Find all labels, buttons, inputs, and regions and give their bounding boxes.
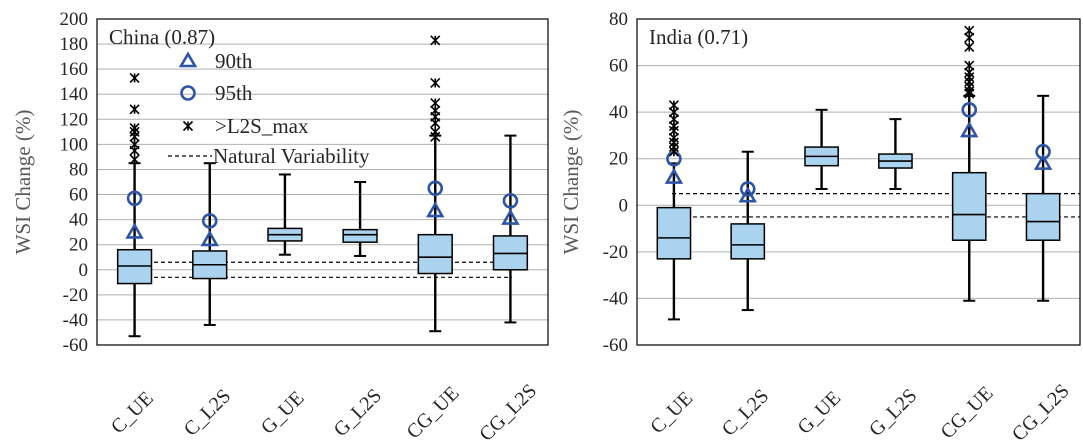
x-category-label: G_UE [257, 387, 309, 439]
y-tick-label: 160 [60, 59, 89, 80]
y-tick-label: 80 [609, 9, 628, 30]
outlier-marker [430, 118, 441, 129]
legend-label-90th: 90th [215, 49, 253, 73]
iqr-box [951, 171, 987, 241]
chart-panel-china: -60 -40 -20 0 20 40 60 80 100 120 140 160 180 200 WSI … [11, 9, 549, 446]
box-cg-l2s [1025, 94, 1061, 302]
x-category-label: G_UE [793, 387, 845, 439]
p90-marker [200, 230, 219, 247]
x-category-label: CG_L2S [475, 380, 541, 441]
y-tick-label: 40 [609, 102, 628, 123]
y-tick-label: -40 [603, 288, 628, 309]
y-tick-label: 60 [609, 56, 628, 77]
box-c-l2s [730, 150, 766, 312]
x-category-label: C_L2S [718, 385, 774, 441]
iqr-box [656, 206, 692, 260]
x-category-label: CG_UE [402, 382, 463, 441]
x-category-label: G_L2S [330, 385, 386, 441]
x-category-label: C_UE [107, 387, 158, 438]
box-g-l2s [878, 118, 913, 190]
outlier-marker [430, 35, 441, 46]
y-tick-label: 200 [60, 9, 89, 30]
outlier-marker [129, 104, 140, 115]
outlier-marker [430, 131, 441, 142]
p95-marker [427, 180, 444, 197]
box-cg-ue [951, 25, 987, 302]
p95-marker [1035, 143, 1051, 160]
y-tick-label: 40 [69, 210, 88, 231]
p95-marker [961, 102, 978, 118]
y-tick-label: -60 [603, 335, 628, 356]
legend-p95-marker [180, 85, 196, 101]
y-tick-label: -40 [63, 310, 88, 331]
p90-marker [501, 208, 520, 225]
chart-panel-india: -60 -40 -20 0 20 40 60 80 WSI Change (%) C_UE C_L2… [559, 9, 1081, 446]
y-tick-label: -60 [63, 335, 88, 356]
outlier-marker [129, 145, 140, 156]
legend-label-l2s-max: >L2S_max [215, 114, 309, 138]
outlier-marker [668, 146, 679, 157]
iqr-box [417, 233, 453, 275]
iqr-box [1025, 192, 1061, 241]
y-axis-label: WSI Change (%) [559, 110, 583, 255]
p95-marker [201, 213, 218, 229]
y-axis-label: WSI Change (%) [11, 110, 35, 255]
y-tick-label: 0 [619, 195, 629, 216]
p90-marker [960, 121, 979, 138]
y-tick-label: 0 [79, 260, 89, 281]
box-c-ue [656, 100, 692, 321]
legend-label-95th: 95th [215, 81, 253, 105]
box-c-ue [116, 72, 153, 338]
p90-marker [664, 167, 684, 184]
y-tick-label: -20 [63, 285, 88, 306]
x-category-label: CG_L2S [1008, 380, 1074, 441]
x-category-label: CG_UE [936, 382, 997, 441]
p95-marker [502, 193, 519, 209]
x-category-label: C_L2S [180, 385, 236, 441]
box-cg-ue [417, 35, 453, 333]
y-tick-label: 80 [69, 159, 88, 180]
y-tick-label: 140 [60, 84, 89, 105]
outlier-marker [129, 131, 140, 142]
outlier-marker [430, 97, 441, 109]
iqr-box [730, 223, 766, 260]
p95-marker [126, 190, 143, 207]
y-tick-label: 20 [69, 235, 88, 256]
outlier-marker [430, 77, 441, 89]
legend-p90-marker [178, 51, 198, 68]
box-cg-l2s [492, 134, 529, 324]
outlier-marker [129, 72, 140, 83]
y-tick-label: 20 [609, 149, 628, 170]
box-c-l2s [192, 162, 228, 326]
p90-marker [1033, 153, 1053, 170]
box-g-ue [267, 173, 303, 256]
y-tick-label: 120 [60, 109, 89, 130]
y-tick-label: -20 [603, 242, 628, 263]
panel-title: India (0.71) [649, 25, 748, 49]
outlier-marker [964, 88, 975, 99]
outlier-marker [129, 154, 140, 165]
box-g-ue [804, 108, 839, 190]
y-tick-label: 100 [60, 134, 89, 155]
p90-marker [125, 222, 144, 239]
box-g-l2s [342, 181, 378, 257]
outlier-marker [964, 32, 975, 43]
y-tick-label: 60 [69, 185, 88, 206]
x-category-label: G_L2S [865, 385, 921, 441]
plot-frame [96, 18, 549, 346]
legend-label-natural-variability: Natural Variability [213, 144, 370, 168]
y-tick-label: 180 [60, 34, 89, 55]
outlier-marker [964, 41, 975, 53]
legend: 90th 95th >L2S_max Natural Variability [168, 49, 370, 168]
iqr-box [342, 228, 378, 243]
panel-title: China (0.87) [109, 25, 215, 49]
plot-frame [636, 18, 1081, 346]
x-category-label: C_UE [646, 387, 697, 438]
p90-marker [426, 201, 445, 218]
p95-marker [739, 181, 756, 197]
